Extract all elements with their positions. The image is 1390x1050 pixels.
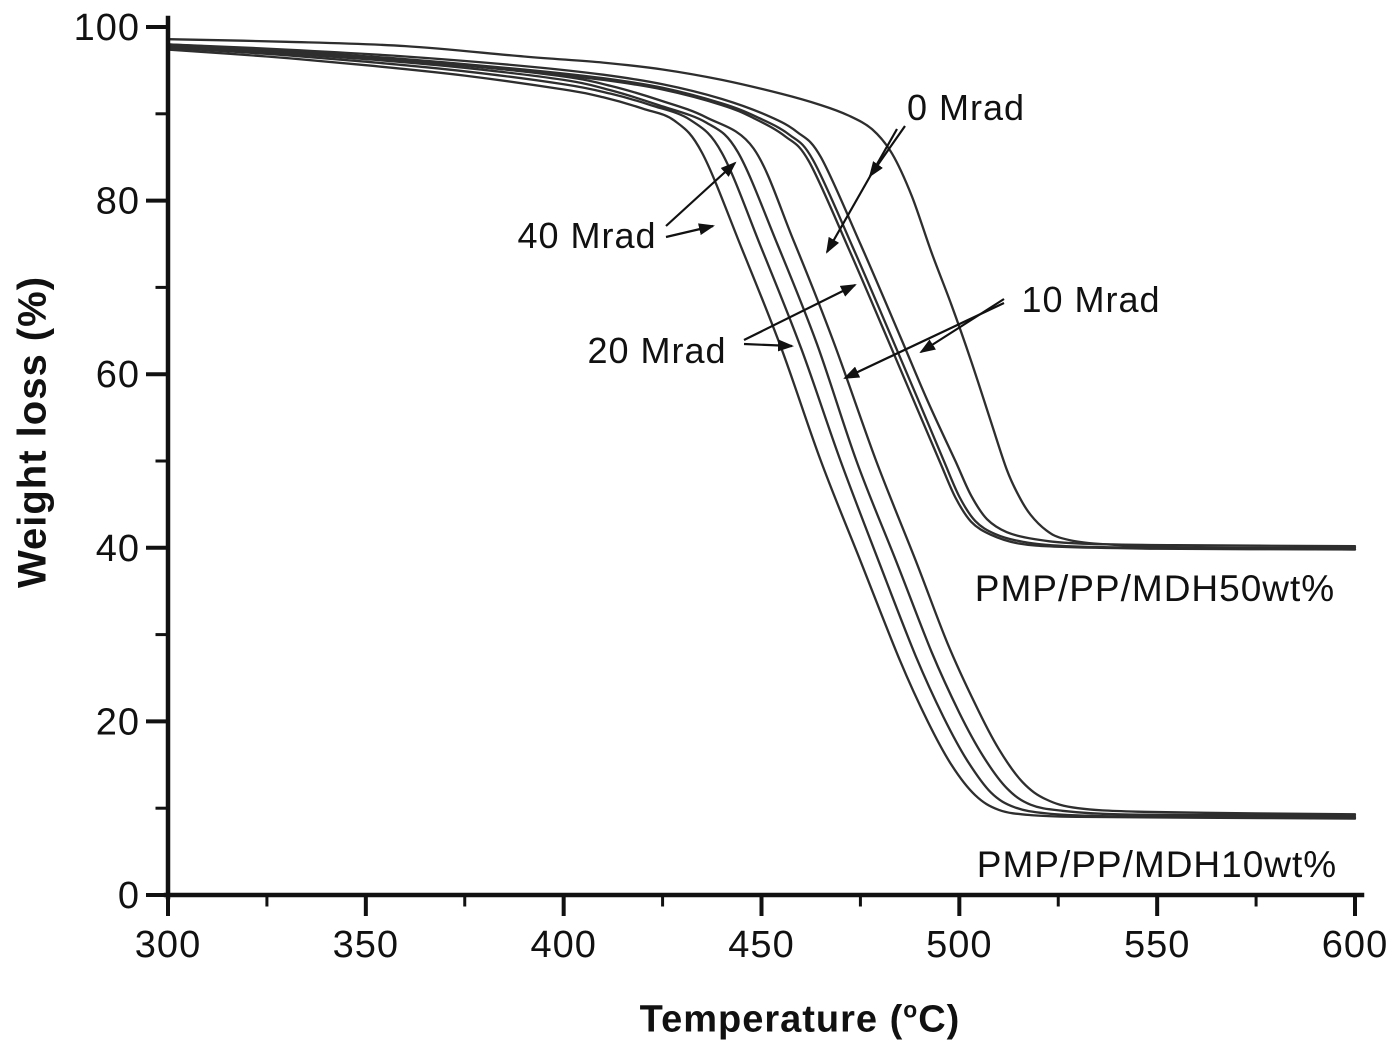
curve-pmp-pp-mdh10wt-20-mrad	[166, 46, 1357, 819]
x-tick-label: 400	[530, 924, 596, 966]
leader-arrow	[743, 339, 794, 352]
annotation-arrows	[665, 125, 1005, 379]
x-tick-label: 500	[926, 924, 992, 966]
tick-labels: 300 350 400 450 500 550 600 0 20 40 60 80 100	[74, 7, 1388, 966]
curves	[166, 38, 1357, 820]
x-tick-label: 450	[728, 924, 794, 966]
y-axis-title: Weight loss (%)	[10, 275, 55, 589]
group-label-mdh50: PMP/PP/MDH50wt%	[974, 568, 1336, 609]
leader-arrow	[843, 302, 1005, 379]
leader-arrow	[826, 128, 898, 254]
curve-pmp-pp-mdh50wt-20-mrad	[166, 44, 1357, 550]
y-tick-label: 20	[96, 701, 140, 743]
curve-pmp-pp-mdh50wt-0-mrad	[166, 38, 1357, 551]
leader-arrow	[665, 223, 715, 239]
curve-pmp-pp-mdh50wt-40-mrad	[166, 45, 1357, 551]
y-tick-label: 100	[74, 7, 140, 49]
y-tick-label: 80	[96, 181, 140, 223]
y-tick-label: 40	[96, 528, 140, 570]
x-tick-label: 300	[135, 924, 201, 966]
axes	[146, 15, 1365, 916]
x-axis-title-unit: C)	[918, 998, 961, 1041]
annotation-10-mrad: 10 Mrad	[1021, 279, 1161, 320]
y-tick-label: 0	[118, 875, 140, 917]
x-tick-label: 550	[1124, 924, 1190, 966]
curve-pmp-pp-mdh50wt-10-mrad	[166, 43, 1357, 548]
leader-arrow	[743, 284, 857, 341]
curve-pmp-pp-mdh10wt-40-mrad	[166, 48, 1357, 820]
degree-superscript: o	[903, 996, 919, 1023]
curve-pmp-pp-mdh10wt-10-mrad	[166, 44, 1357, 818]
leader-arrow	[919, 298, 1005, 354]
x-tick-label: 600	[1322, 924, 1388, 966]
annotation-20-mrad: 20 Mrad	[587, 330, 727, 371]
group-label-mdh10: PMP/PP/MDH10wt%	[976, 844, 1338, 885]
annotation-0-mrad: 0 Mrad	[906, 87, 1026, 128]
x-tick-label: 350	[333, 924, 399, 966]
x-axis-title: Temperature (oC)	[640, 997, 961, 1042]
annotation-40-mrad: 40 Mrad	[517, 215, 657, 256]
x-axis-title-text: Temperature (	[639, 998, 904, 1041]
curve-pmp-pp-mdh10wt-0-mrad	[166, 43, 1357, 816]
leader-arrow	[665, 161, 737, 227]
y-tick-label: 60	[96, 354, 140, 396]
